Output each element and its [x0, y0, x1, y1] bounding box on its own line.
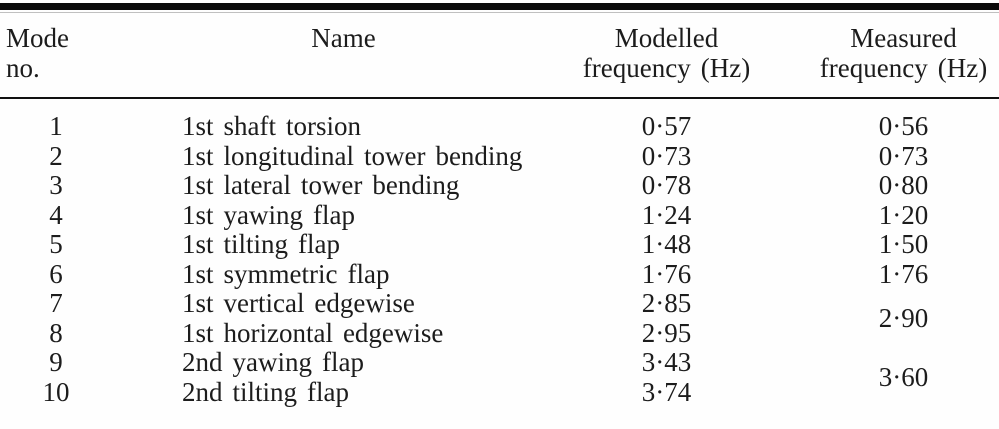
measured-frequency-cell-merged: 3·60	[878, 361, 929, 392]
mode-no-cell: 3	[49, 170, 63, 200]
header-row: Mode no. Name Modelled frequency (Hz) Me…	[0, 13, 999, 99]
modal-frequencies-table: Mode no. Name Modelled frequency (Hz) Me…	[0, 13, 999, 407]
modelled-frequency-cell: 1·24	[641, 199, 692, 230]
measured-frequency-cell: 0·73	[878, 140, 929, 171]
modelled-frequency-cell: 1·48	[641, 229, 692, 259]
table-row: 2 1st longitudinal tower bending 0·73 0·…	[0, 140, 999, 172]
modelled-frequency-cell: 0·57	[641, 111, 692, 141]
mode-no-cell: 10	[42, 376, 70, 407]
measured-frequency-cell: 0·80	[878, 170, 929, 200]
name-cell: 1st horizontal edgewise	[182, 317, 444, 348]
col-header-name: Name	[112, 13, 543, 99]
measured-frequency-cell: 1·50	[878, 229, 929, 259]
measured-frequency-cell: 1·76	[878, 258, 929, 289]
col-header-modelled-frequency: Modelled frequency (Hz)	[543, 13, 790, 99]
name-cell: 1st longitudinal tower bending	[182, 140, 523, 171]
measured-frequency-cell: 0·56	[878, 111, 929, 141]
modelled-frequency-cell: 3·43	[641, 347, 692, 377]
name-cell: 1st yawing flap	[182, 199, 355, 230]
name-cell: 2nd yawing flap	[182, 347, 364, 377]
modelled-frequency-cell: 2·95	[641, 317, 692, 348]
name-cell: 1st symmetric flap	[182, 258, 390, 289]
measured-frequency-cell-merged: 2·90	[878, 302, 929, 333]
col-header-measured-frequency: Measured frequency (Hz)	[790, 13, 999, 99]
top-rule-thin	[0, 12, 999, 13]
mode-no-cell: 4	[49, 199, 63, 230]
mode-no-cell: 9	[49, 347, 63, 377]
col-header-mode-no: Mode no.	[0, 13, 112, 99]
mode-no-cell: 5	[49, 229, 63, 259]
table-row: 6 1st symmetric flap 1·76 1·76	[0, 258, 999, 290]
table-row: 9 2nd yawing flap 3·43 3·60	[0, 347, 999, 391]
table-row: 4 1st yawing flap 1·24 1·20	[0, 199, 999, 231]
measured-frequency-cell: 1·20	[878, 199, 929, 230]
mode-no-cell: 7	[49, 288, 63, 318]
top-rule-thick	[0, 3, 999, 10]
name-cell: 2nd tilting flap	[182, 376, 349, 407]
name-cell: 1st tilting flap	[182, 229, 340, 259]
table-row: 5 1st tilting flap 1·48 1·50	[0, 229, 999, 260]
name-cell: 1st lateral tower bending	[182, 170, 460, 200]
name-cell: 1st shaft torsion	[182, 111, 361, 141]
modelled-frequency-cell: 1·76	[641, 258, 692, 289]
name-cell: 1st vertical edgewise	[182, 288, 415, 318]
mode-no-cell: 2	[49, 140, 63, 171]
mode-no-cell: 8	[49, 317, 63, 348]
mode-no-cell: 1	[49, 111, 63, 141]
modelled-frequency-cell: 0·73	[641, 140, 692, 171]
modelled-frequency-cell: 0·78	[641, 170, 692, 200]
table-row: 3 1st lateral tower bending 0·78 0·80	[0, 170, 999, 201]
table-row: 7 1st vertical edgewise 2·85 2·90	[0, 288, 999, 332]
mode-no-cell: 6	[49, 258, 63, 289]
modelled-frequency-cell: 2·85	[641, 288, 692, 318]
table-row: 8 1st horizontal edgewise 2·95	[0, 317, 999, 349]
modelled-frequency-cell: 3·74	[641, 376, 692, 407]
table-row: 10 2nd tilting flap 3·74	[0, 376, 999, 408]
table-row: 1 1st shaft torsion 0·57 0·56	[0, 98, 999, 142]
